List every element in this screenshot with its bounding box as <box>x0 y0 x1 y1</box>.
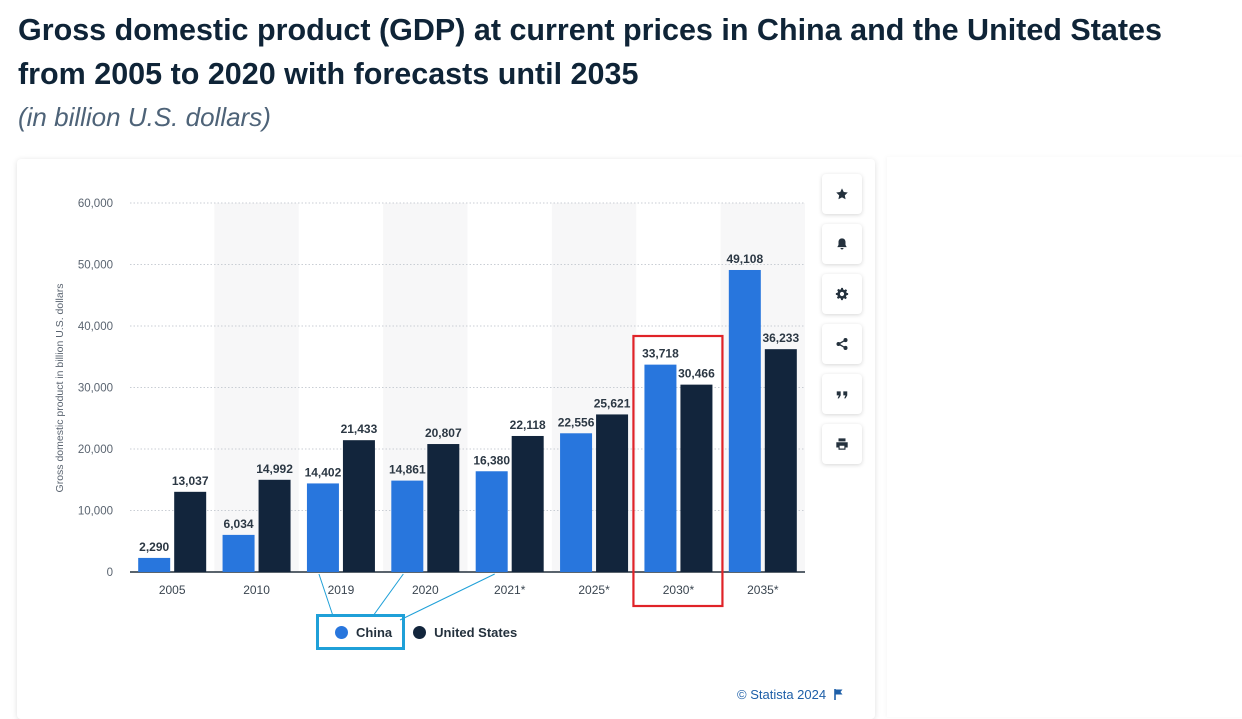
share-icon <box>836 338 848 350</box>
data-label-united-states: 20,807 <box>425 426 462 440</box>
y-tick-label: 20,000 <box>78 444 113 456</box>
data-label-china: 16,380 <box>473 453 510 467</box>
data-label-china: 49,108 <box>726 252 763 266</box>
data-label-china: 6,034 <box>224 517 254 531</box>
x-tick-label: 2035* <box>747 583 779 597</box>
data-label-united-states: 30,466 <box>678 367 715 381</box>
bar-united-states <box>342 440 375 572</box>
bar-united-states <box>596 414 629 572</box>
data-label-united-states: 25,621 <box>594 396 631 410</box>
data-label-united-states: 14,992 <box>256 462 293 476</box>
bar-united-states <box>258 479 291 572</box>
y-tick-label: 50,000 <box>78 260 113 272</box>
bar-united-states <box>680 384 713 572</box>
data-label-china: 14,402 <box>305 465 342 479</box>
chart-subtitle: (in billion U.S. dollars) <box>18 102 271 132</box>
data-label-china: 22,556 <box>558 415 595 429</box>
legend-label-china: China <box>356 624 393 640</box>
bar-chart: 0 10,000 20,000 30,000 40,000 50,000 60,000 Gro… <box>54 198 805 621</box>
y-tick-label: 10,000 <box>78 506 113 518</box>
side-panel <box>887 157 1242 717</box>
bar-china <box>644 364 677 572</box>
x-tick-label: 2030* <box>663 583 695 597</box>
legend-item-china[interactable]: China <box>316 614 406 650</box>
data-label-china: 2,290 <box>139 540 169 554</box>
annotation-pointer <box>372 573 404 617</box>
x-tick-label: 2021* <box>494 583 526 597</box>
quote-icon <box>836 391 848 399</box>
y-tick-label: 0 <box>107 567 113 579</box>
annotation-pointer <box>399 573 495 621</box>
x-tick-label: 2005 <box>159 583 186 597</box>
bar-china <box>475 471 508 572</box>
bar-china <box>138 557 171 572</box>
bar-united-states <box>174 491 207 572</box>
legend-item-united-states[interactable]: United States <box>413 625 517 640</box>
x-tick-label: 2025* <box>578 583 610 597</box>
data-label-china: 14,861 <box>389 463 426 477</box>
legend-label-united-states: United States <box>434 624 518 640</box>
share-button[interactable] <box>822 324 862 364</box>
data-label-united-states: 21,433 <box>341 422 378 436</box>
settings-button[interactable] <box>822 274 862 314</box>
bar-china <box>391 480 424 572</box>
y-tick-label: 60,000 <box>78 198 113 210</box>
gear-icon <box>835 287 849 301</box>
bar-united-states <box>764 349 797 572</box>
favorite-button[interactable] <box>822 174 862 214</box>
bar-china <box>728 269 761 572</box>
star-icon <box>836 188 848 200</box>
data-label-united-states: 36,233 <box>762 331 799 345</box>
y-axis-title: Gross domestic product in billion U.S. d… <box>54 284 66 493</box>
bar-china <box>222 534 255 572</box>
flag-icon <box>834 689 843 700</box>
bar-china <box>306 483 339 572</box>
page-title: Gross domestic product (GDP) at current … <box>18 13 1162 91</box>
print-icon <box>836 438 848 450</box>
data-label-united-states: 13,037 <box>172 474 209 488</box>
credit-text: © Statista 2024 <box>737 687 827 702</box>
bar-united-states <box>427 444 460 572</box>
y-tick-label: 30,000 <box>78 383 113 395</box>
y-tick-label: 40,000 <box>78 321 113 333</box>
bar-china <box>560 433 593 572</box>
x-tick-label: 2010 <box>243 583 270 597</box>
x-tick-label: 2019 <box>328 583 355 597</box>
data-label-china: 33,718 <box>642 347 679 361</box>
print-button[interactable] <box>822 424 862 464</box>
x-tick-label: 2020 <box>412 583 439 597</box>
bell-icon <box>837 238 847 250</box>
cite-button[interactable] <box>822 374 862 414</box>
bar-united-states <box>511 435 544 572</box>
notification-button[interactable] <box>822 224 862 264</box>
legend-marker-united-states <box>413 625 427 639</box>
data-label-united-states: 22,118 <box>510 418 546 432</box>
legend-marker-china <box>335 625 348 639</box>
chart-legend: China United States <box>316 614 517 650</box>
annotation-pointer <box>318 573 334 617</box>
highlight-box <box>632 334 724 608</box>
statista-credit-link[interactable]: © Statista 2024 <box>737 687 843 702</box>
